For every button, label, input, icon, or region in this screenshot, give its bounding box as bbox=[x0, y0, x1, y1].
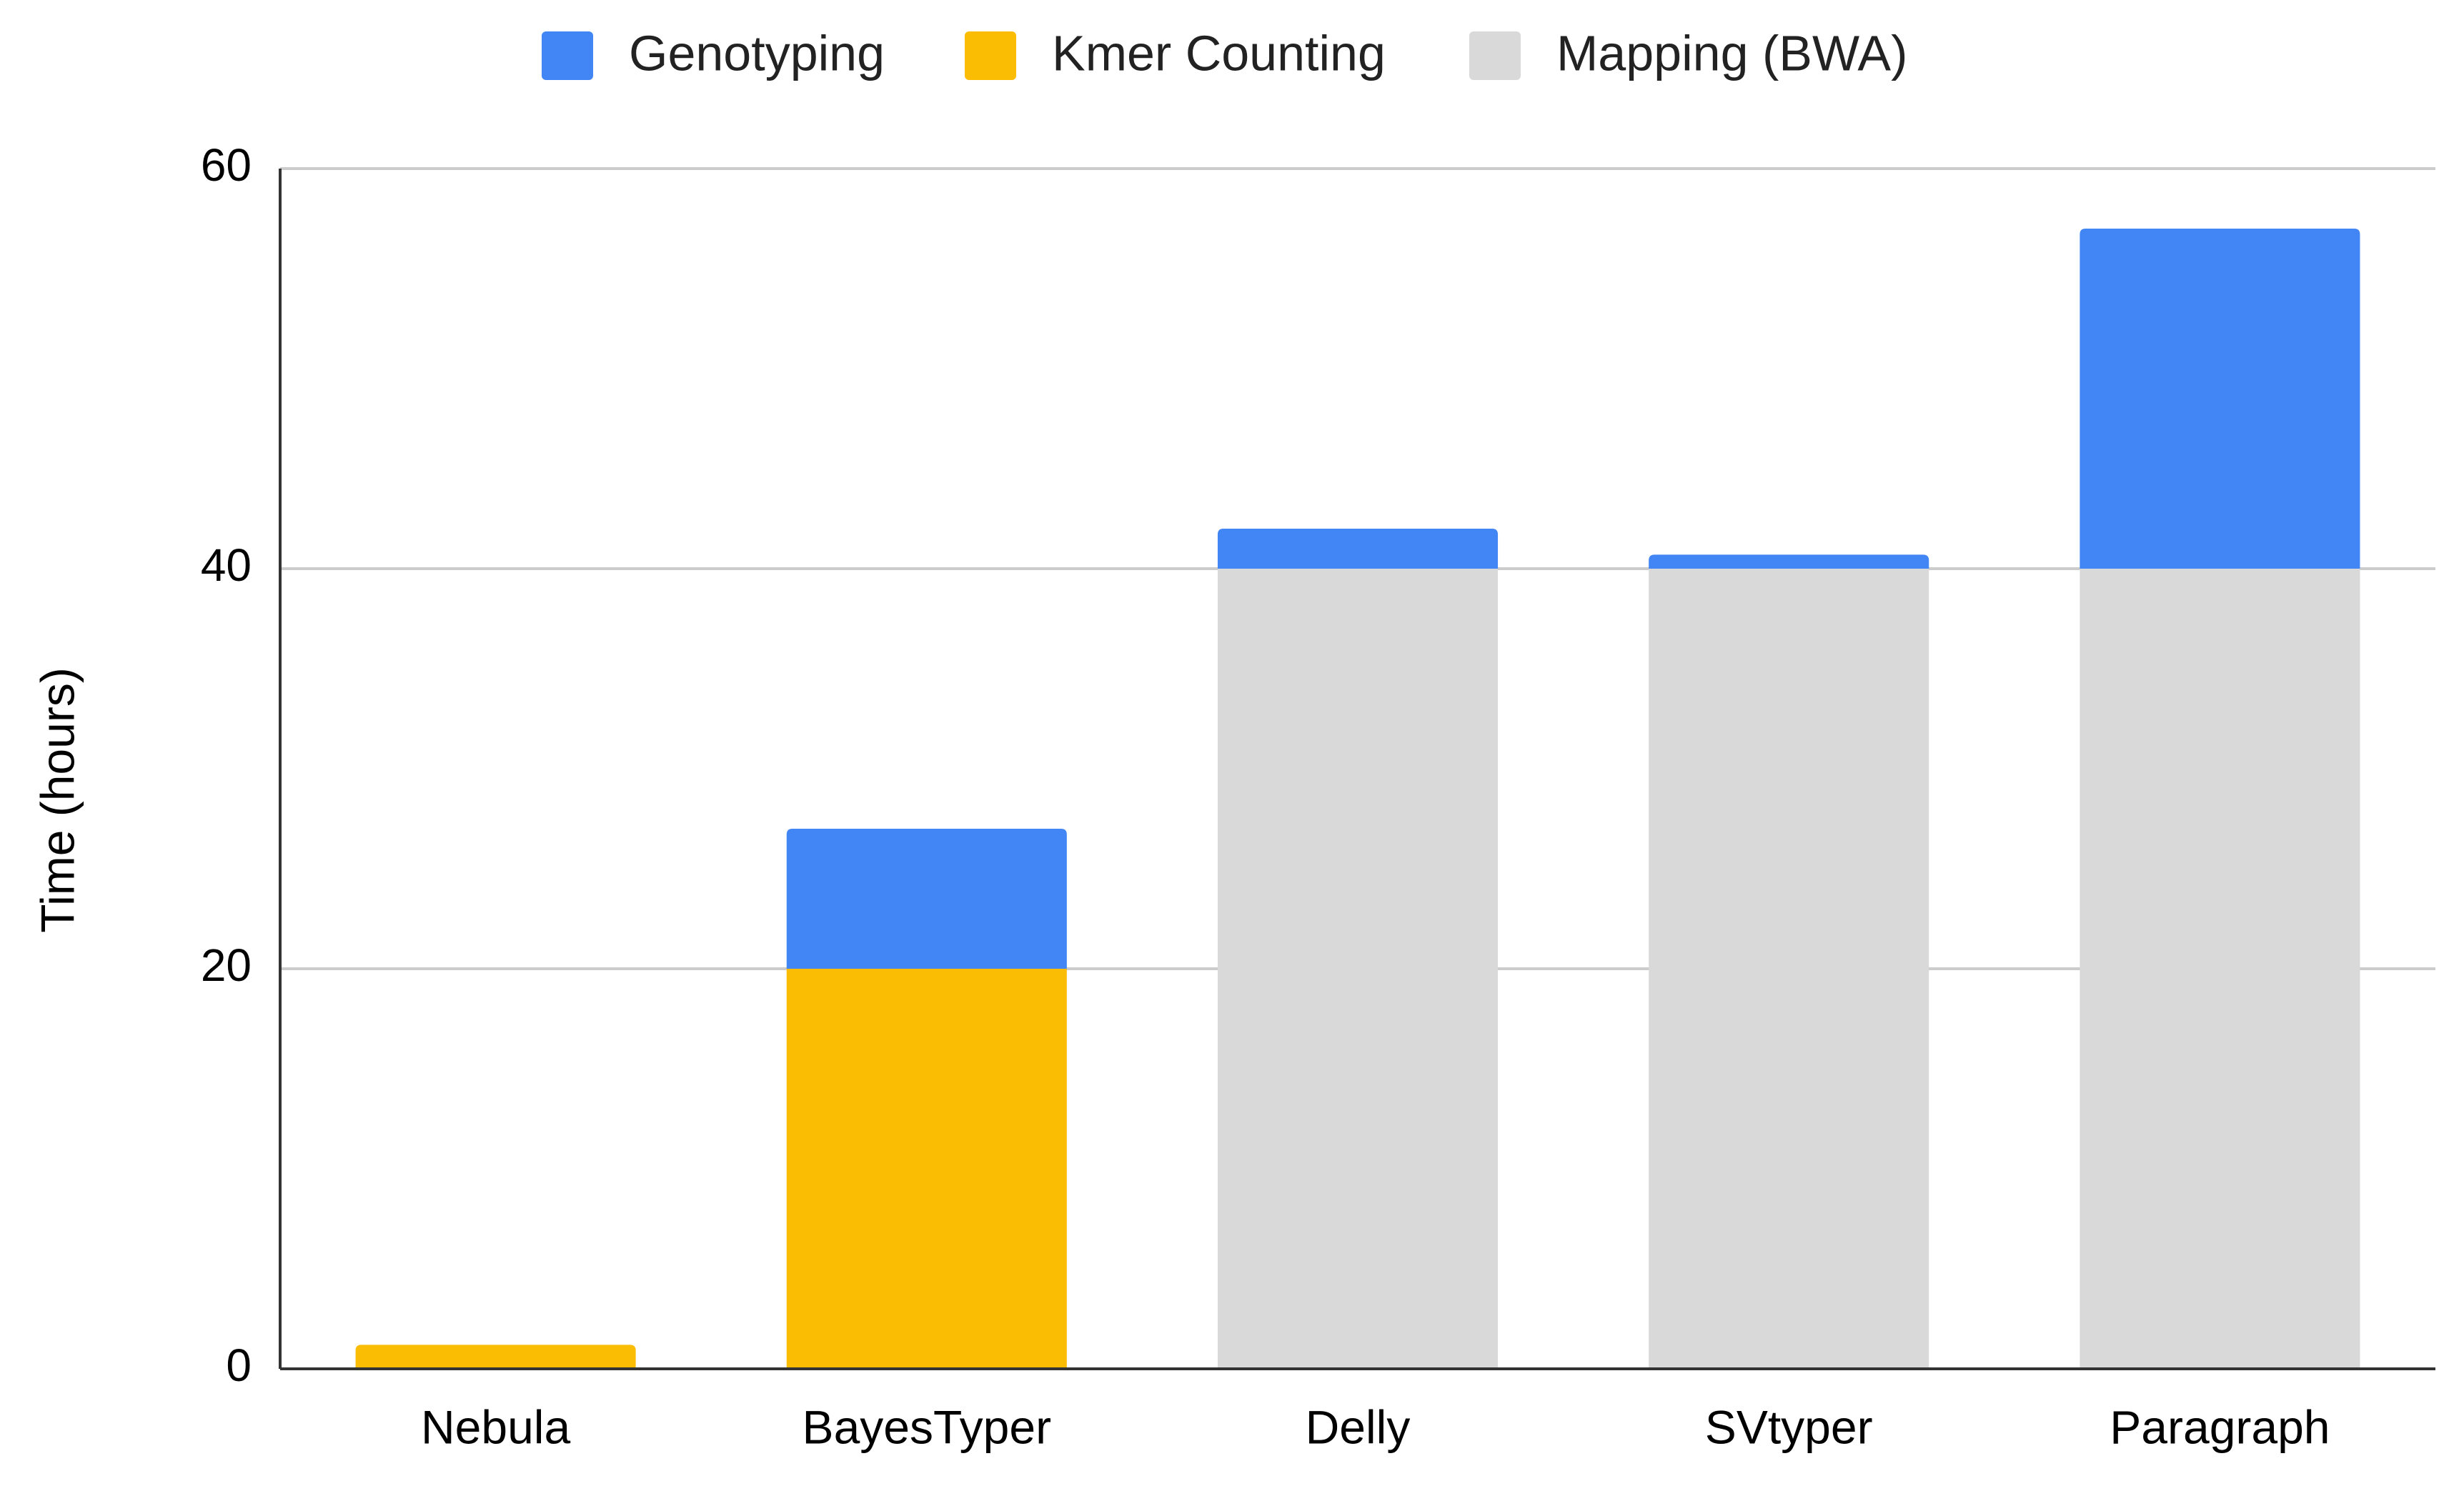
x-tick-label: SVtyper bbox=[1705, 1400, 1873, 1453]
legend-swatch-mapping-bwa bbox=[1469, 31, 1521, 80]
bar-paragraph-genotyping bbox=[2080, 229, 2360, 569]
y-axis-title: Time (hours) bbox=[31, 667, 84, 933]
y-tick-label: 0 bbox=[226, 1340, 252, 1391]
y-tick-label: 60 bbox=[201, 139, 252, 191]
legend-label-mapping-bwa: Mapping (BWA) bbox=[1556, 25, 1907, 81]
x-tick-label: Nebula bbox=[421, 1400, 570, 1453]
legend: Genotyping Kmer Counting Mapping (BWA) bbox=[542, 25, 1907, 81]
bar-bayestyper-genotyping bbox=[786, 829, 1067, 969]
y-tick-label: 20 bbox=[201, 939, 252, 991]
legend-label-genotyping: Genotyping bbox=[629, 25, 885, 81]
bar-svtyper-genotyping bbox=[1649, 554, 1929, 569]
bar-delly-genotyping bbox=[1217, 529, 1499, 569]
axes bbox=[279, 169, 2435, 1370]
bar-delly-mapping-bwa bbox=[1217, 569, 1499, 1369]
x-tick-label: BayesTyper bbox=[803, 1400, 1052, 1453]
bar-nebula-kmer-counting bbox=[355, 1345, 636, 1369]
legend-label-kmer-counting: Kmer Counting bbox=[1052, 25, 1386, 81]
x-tick-label: Paragraph bbox=[2110, 1400, 2330, 1453]
bar-svtyper-mapping-bwa bbox=[1649, 569, 1929, 1369]
bar-paragraph-mapping-bwa bbox=[2080, 569, 2360, 1369]
bar-bayestyper-kmer-counting bbox=[786, 969, 1067, 1369]
x-tick-label: Delly bbox=[1306, 1400, 1411, 1453]
legend-swatch-genotyping bbox=[542, 31, 593, 80]
y-tick-labels: 0 20 40 60 bbox=[201, 139, 252, 1391]
bars bbox=[355, 229, 2360, 1369]
legend-swatch-kmer-counting bbox=[965, 31, 1016, 80]
y-tick-label: 40 bbox=[201, 539, 252, 591]
x-category-labels: Nebula BayesTyper Delly SVtyper Paragraph bbox=[421, 1400, 2330, 1453]
